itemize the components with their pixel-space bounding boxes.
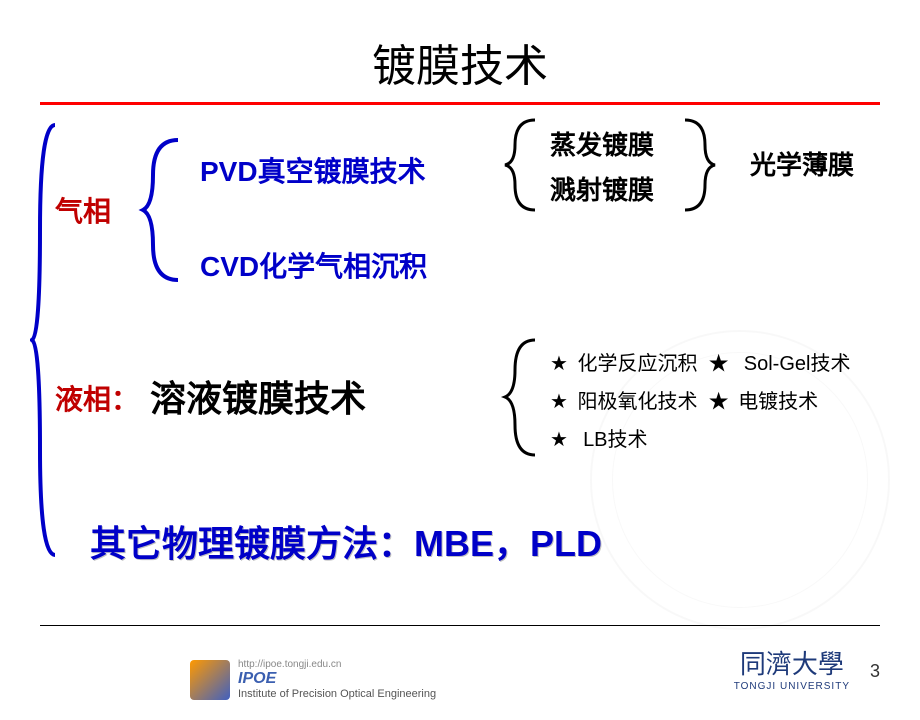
star-icon: ★ <box>550 353 568 375</box>
label-sputtering: 溅射镀膜 <box>550 170 654 207</box>
ipoe-block: http://ipoe.tongji.edu.cn IPOE Institute… <box>190 659 436 700</box>
brace-gas <box>138 135 183 285</box>
label-liquid-phase: 液相： <box>55 378 139 418</box>
brace-liquid <box>500 335 540 460</box>
item-text: LB技术 <box>583 429 647 451</box>
brace-pvd-subs <box>500 115 540 215</box>
bottom-rule <box>40 625 880 626</box>
item-text: 电镀技术 <box>738 391 818 413</box>
footer: http://ipoe.tongji.edu.cn IPOE Institute… <box>0 640 920 700</box>
page-number: 3 <box>870 661 880 682</box>
tongji-en: TONGJI UNIVERSITY <box>734 681 850 692</box>
list-item: ★ 化学反应沉积 ★ Sol-Gel技术 <box>550 345 850 383</box>
item-text: 阳极氧化技术 <box>578 391 698 413</box>
brace-main <box>30 120 60 560</box>
brace-optical <box>680 115 720 215</box>
diagram-area: 气相 PVD真空镀膜技术 CVD化学气相沉积 蒸发镀膜 溅射镀膜 光学薄膜 液相… <box>40 120 880 580</box>
liquid-items: ★ 化学反应沉积 ★ Sol-Gel技术 ★ 阳极氧化技术 ★ 电镀技术 ★ L… <box>550 345 850 459</box>
list-item: ★ LB技术 <box>550 421 850 459</box>
star-icon: ★ <box>550 391 568 413</box>
star-icon: ★ <box>709 391 729 413</box>
label-gas-phase: 气相 <box>55 190 111 230</box>
label-cvd: CVD化学气相沉积 <box>200 245 427 285</box>
star-icon: ★ <box>550 429 568 451</box>
ipoe-url: http://ipoe.tongji.edu.cn <box>238 659 436 670</box>
label-other-methods: 其它物理镀膜方法：MBE，PLD <box>90 515 602 567</box>
star-icon: ★ <box>709 353 729 375</box>
list-item: ★ 阳极氧化技术 ★ 电镀技术 <box>550 383 850 421</box>
ipoe-name: IPOE <box>238 670 436 688</box>
page-title: 镀膜技术 <box>0 30 920 94</box>
tongji-cn: 同濟大學 <box>734 644 850 681</box>
ipoe-text: http://ipoe.tongji.edu.cn IPOE Institute… <box>238 659 436 700</box>
item-text: Sol-Gel技术 <box>744 353 851 375</box>
title-underline <box>40 102 880 105</box>
label-pvd: PVD真空镀膜技术 <box>200 150 426 190</box>
label-evaporation: 蒸发镀膜 <box>550 125 654 162</box>
item-text: 化学反应沉积 <box>578 353 698 375</box>
label-optical-film: 光学薄膜 <box>750 145 854 182</box>
tongji-block: 同濟大學 TONGJI UNIVERSITY <box>734 644 850 692</box>
ipoe-logo-icon <box>190 660 230 700</box>
label-solution-tech: 溶液镀膜技术 <box>150 370 366 422</box>
